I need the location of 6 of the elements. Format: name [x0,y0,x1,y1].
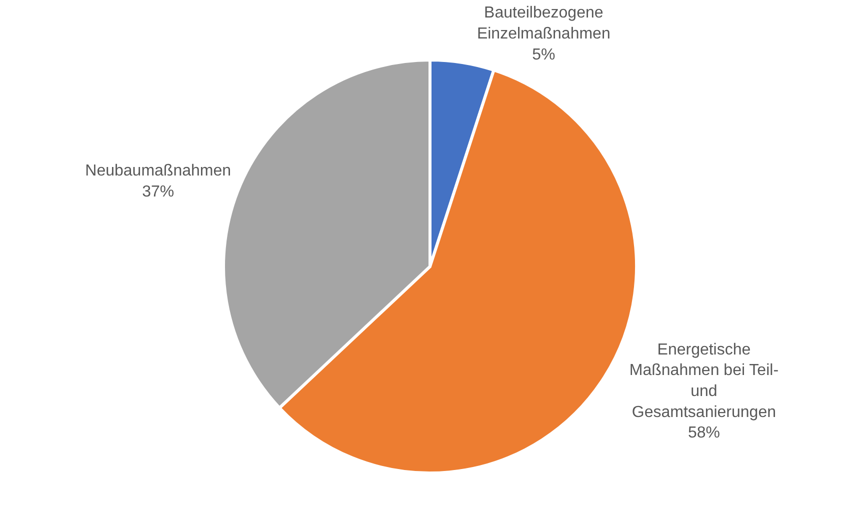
data-label: 37% [142,183,174,200]
slice-label: Neubaumaßnahmen [85,162,232,180]
data-label: 5% [532,46,556,64]
data-label: 58% [688,424,720,442]
slice-label: Energetische Maßnahmen bei Teil- und Gesamtsanierungen [629,341,779,421]
slice-label: Bauteilbezogene Einzelmaßnahmen [476,4,610,42]
